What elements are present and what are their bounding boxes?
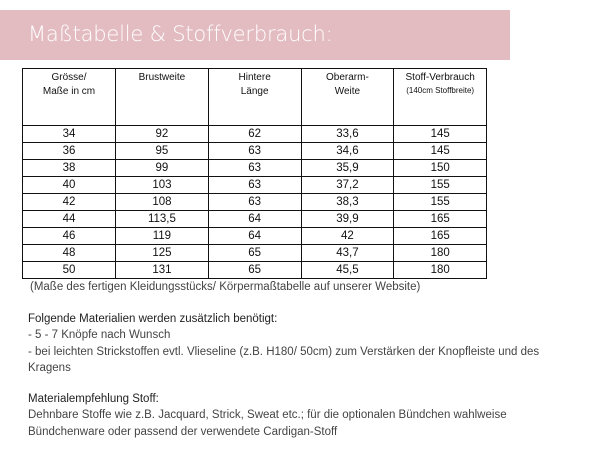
table-cell: 43,7: [300, 244, 395, 262]
table-cell: 145: [393, 142, 487, 160]
table-cell: 40: [21, 176, 117, 194]
table-cell: 63: [207, 159, 302, 177]
table-cell: 92: [115, 125, 209, 143]
table-cell: 180: [393, 244, 487, 262]
materials-heading: Folgende Materialien werden zusätzlich b…: [28, 313, 278, 325]
note: (Maße des fertigen Kleidungsstücks/ Körp…: [30, 281, 421, 293]
table-cell: 99: [115, 159, 209, 177]
header-sublabel: (140cm Stoffbreite): [406, 86, 475, 95]
table-cell: 108: [115, 193, 209, 211]
table-cell: 119: [115, 227, 209, 245]
table-cell: 45,5: [300, 261, 395, 279]
header-label: Brustweite: [138, 72, 186, 83]
table-cell: 165: [393, 210, 487, 228]
table-cell: 38: [21, 159, 117, 177]
table-cell: 145: [393, 125, 487, 143]
table-cell: 180: [393, 261, 487, 279]
header-fabric: Stoff-Verbrauch (140cm Stoffbreite): [393, 68, 487, 126]
table-row: 44 113,5 64 39,9 165: [21, 210, 487, 228]
table-row: 38 99 63 35,9 150: [21, 159, 487, 177]
header-upper-arm: Oberarm-Weite: [300, 68, 395, 126]
table-cell: 36: [21, 142, 117, 160]
table-row: 46 119 64 42 165: [21, 227, 487, 245]
header-back-length: Hintere Länge: [207, 68, 302, 126]
materials-item: - 5 - 7 Knöpfe nach Wunsch: [28, 329, 171, 342]
table-cell: 103: [115, 176, 209, 194]
header-label: Grösse/ Maße in cm: [42, 72, 96, 97]
materials-item: - bei leichten Strickstoffen evtl. Vlies…: [28, 345, 540, 374]
table-row: 34 92 62 33,6 145: [21, 125, 487, 143]
size-table: Grösse/ Maße in cm Brustweite Hintere Lä…: [21, 68, 487, 279]
table-cell: 50: [21, 261, 117, 279]
table-cell: 155: [393, 176, 487, 194]
table-cell: 113,5: [115, 210, 209, 228]
table-cell: 63: [207, 142, 302, 160]
table-cell: 46: [21, 227, 117, 245]
table-row: 40 103 63 37,2 155: [21, 176, 487, 194]
header-size: Grösse/ Maße in cm: [21, 68, 117, 126]
table-cell: 155: [393, 193, 487, 211]
fabric-text: Dehnbare Stoffe wie z.B. Jacquard, Stric…: [28, 409, 507, 438]
table-cell: 35,9: [300, 159, 395, 177]
table-cell: 42: [21, 193, 117, 211]
fabric-heading: Materialempfehlung Stoff:: [28, 393, 159, 406]
header-label: Stoff-Verbrauch: [405, 72, 475, 83]
header-label: Oberarm-Weite: [326, 72, 369, 97]
table-row: 50 131 65 45,5 180: [21, 261, 487, 279]
table-row: 48 125 65 43,7 180: [21, 244, 487, 262]
table-cell: 65: [207, 244, 302, 262]
table-cell: 37,2: [300, 176, 395, 194]
table-cell: 165: [393, 227, 487, 245]
table-header-row: Grösse/ Maße in cm Brustweite Hintere Lä…: [21, 68, 487, 126]
table-cell: 63: [207, 193, 302, 211]
table-row: 42 108 63 38,3 155: [21, 193, 487, 211]
header-label: Hintere Länge: [238, 72, 271, 97]
title-banner: Maßtabelle & Stoffverbrauch:: [0, 10, 510, 60]
table-cell: 150: [393, 159, 487, 177]
table-cell: 48: [21, 244, 117, 262]
table-cell: 44: [21, 210, 117, 228]
header-chest: Brustweite: [115, 68, 209, 126]
page-title: Maßtabelle & Stoffverbrauch:: [28, 22, 333, 46]
table-cell: 64: [207, 227, 302, 245]
table-cell: 62: [207, 125, 302, 143]
table-cell: 65: [207, 261, 302, 279]
table-cell: 63: [207, 176, 302, 194]
table-cell: 38,3: [300, 193, 395, 211]
table-cell: 131: [115, 261, 209, 279]
table-cell: 34: [21, 125, 117, 143]
table-cell: 125: [115, 244, 209, 262]
table-row: 36 95 63 34,6 145: [21, 142, 487, 160]
table-cell: 39,9: [300, 210, 395, 228]
table-cell: 34,6: [300, 142, 395, 160]
table-cell: 42: [300, 227, 395, 245]
table-cell: 64: [207, 210, 302, 228]
table-cell: 33,6: [300, 125, 395, 143]
table-cell: 95: [115, 142, 209, 160]
materials-section: Folgende Materialien werden zusätzlich b…: [28, 311, 568, 440]
